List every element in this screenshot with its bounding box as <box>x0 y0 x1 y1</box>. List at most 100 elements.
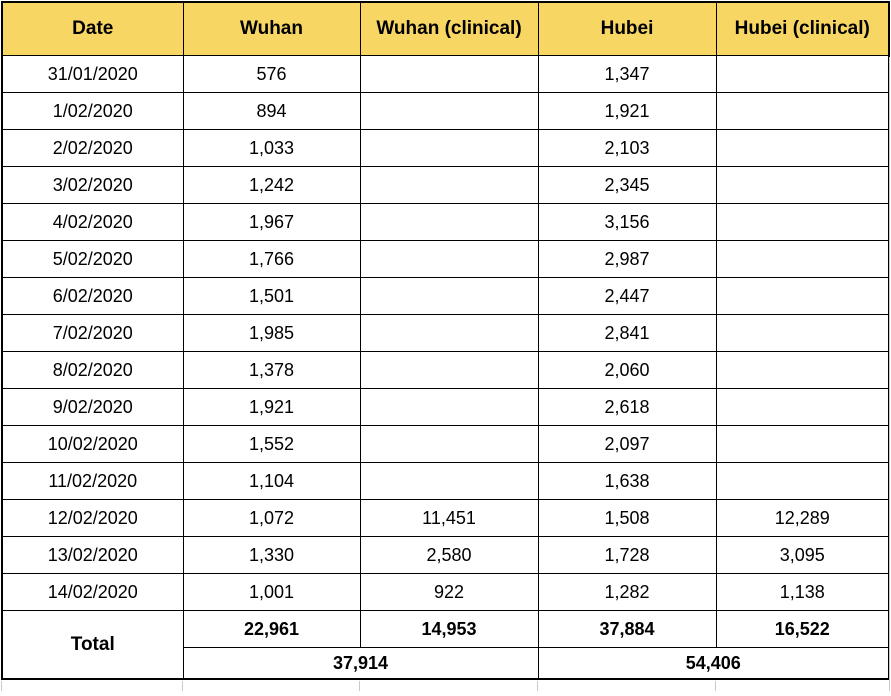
value-cell[interactable]: 1,985 <box>182 314 361 352</box>
date-cell[interactable]: 8/02/2020 <box>1 351 184 389</box>
date-cell[interactable]: 1/02/2020 <box>1 92 184 130</box>
value-cell[interactable]: 576 <box>182 55 361 93</box>
value-cell[interactable] <box>359 388 539 426</box>
value-cell[interactable]: 1,766 <box>182 240 361 278</box>
value-cell[interactable] <box>715 92 890 130</box>
total-wuhan-cell[interactable]: 22,961 <box>182 610 361 648</box>
value-cell[interactable] <box>359 166 539 204</box>
date-cell[interactable]: 14/02/2020 <box>1 573 184 611</box>
value-cell[interactable] <box>715 425 890 463</box>
value-cell[interactable] <box>715 166 890 204</box>
value-cell[interactable]: 1,921 <box>182 388 361 426</box>
value-cell[interactable]: 1,552 <box>182 425 361 463</box>
total-hubei-clinical-cell[interactable]: 16,522 <box>715 610 890 648</box>
header-cell-wuhan-clinical[interactable]: Wuhan (clinical) <box>359 1 539 56</box>
value-cell[interactable]: 3,156 <box>537 203 717 241</box>
value-cell[interactable]: 2,841 <box>537 314 717 352</box>
table-row: 8/02/2020 1,378 2,060 <box>1 351 890 389</box>
total-hubei-combined-cell[interactable]: 54,406 <box>537 647 890 680</box>
value-cell[interactable]: 1,242 <box>182 166 361 204</box>
value-cell[interactable]: 1,508 <box>537 499 717 537</box>
value-cell[interactable]: 1,967 <box>182 203 361 241</box>
value-cell[interactable]: 12,289 <box>715 499 890 537</box>
value-cell[interactable]: 1,033 <box>182 129 361 167</box>
value-cell[interactable]: 2,060 <box>537 351 717 389</box>
value-cell[interactable]: 11,451 <box>359 499 539 537</box>
value-cell[interactable] <box>715 314 890 352</box>
value-cell[interactable] <box>715 129 890 167</box>
value-cell[interactable]: 1,921 <box>537 92 717 130</box>
table-row: 4/02/2020 1,967 3,156 <box>1 203 890 241</box>
total-hubei-cell[interactable]: 37,884 <box>537 610 717 648</box>
value-cell[interactable] <box>359 462 539 500</box>
value-cell[interactable]: 1,104 <box>182 462 361 500</box>
value-cell[interactable] <box>715 55 890 93</box>
value-cell[interactable]: 1,330 <box>182 536 361 574</box>
date-cell[interactable]: 4/02/2020 <box>1 203 184 241</box>
date-cell[interactable]: 5/02/2020 <box>1 240 184 278</box>
value-cell[interactable]: 922 <box>359 573 539 611</box>
date-cell[interactable]: 11/02/2020 <box>1 462 184 500</box>
header-cell-hubei[interactable]: Hubei <box>537 1 717 56</box>
value-cell[interactable]: 2,103 <box>537 129 717 167</box>
value-cell[interactable] <box>715 277 890 315</box>
date-cell[interactable]: 7/02/2020 <box>1 314 184 352</box>
table-body: 31/01/2020 576 1,347 1/02/2020 894 1,921 2/02/… <box>1 55 890 611</box>
value-cell[interactable]: 1,728 <box>537 536 717 574</box>
value-cell[interactable] <box>359 277 539 315</box>
spreadsheet-gridline-strip <box>1 680 891 691</box>
value-cell[interactable] <box>359 129 539 167</box>
value-cell[interactable]: 2,097 <box>537 425 717 463</box>
value-cell[interactable] <box>715 351 890 389</box>
date-cell[interactable]: 9/02/2020 <box>1 388 184 426</box>
date-cell[interactable]: 13/02/2020 <box>1 536 184 574</box>
date-cell[interactable]: 31/01/2020 <box>1 55 184 93</box>
value-cell[interactable]: 1,347 <box>537 55 717 93</box>
table-row: 3/02/2020 1,242 2,345 <box>1 166 890 204</box>
value-cell[interactable]: 2,987 <box>537 240 717 278</box>
value-cell[interactable] <box>359 55 539 93</box>
value-cell[interactable]: 2,345 <box>537 166 717 204</box>
value-cell[interactable] <box>715 388 890 426</box>
total-wuhan-clinical-cell[interactable]: 14,953 <box>359 610 539 648</box>
value-cell[interactable] <box>359 240 539 278</box>
value-cell[interactable] <box>359 351 539 389</box>
header-cell-wuhan[interactable]: Wuhan <box>182 1 361 56</box>
value-cell[interactable] <box>715 240 890 278</box>
value-cell[interactable] <box>359 425 539 463</box>
header-cell-date[interactable]: Date <box>1 1 184 56</box>
value-cell[interactable]: 894 <box>182 92 361 130</box>
value-cell[interactable]: 1,378 <box>182 351 361 389</box>
value-cell[interactable]: 2,447 <box>537 277 717 315</box>
table-row: 11/02/2020 1,104 1,638 <box>1 462 890 500</box>
value-cell[interactable] <box>715 203 890 241</box>
table-row: 7/02/2020 1,985 2,841 <box>1 314 890 352</box>
value-cell[interactable]: 2,580 <box>359 536 539 574</box>
value-cell[interactable]: 1,638 <box>537 462 717 500</box>
total-label-cell[interactable]: Total <box>1 610 184 680</box>
gridline-tick <box>1 681 2 691</box>
total-wuhan-combined-cell[interactable]: 37,914 <box>182 647 539 680</box>
value-cell[interactable] <box>359 92 539 130</box>
value-cell[interactable]: 1,072 <box>182 499 361 537</box>
table-row: 6/02/2020 1,501 2,447 <box>1 277 890 315</box>
value-cell[interactable]: 1,001 <box>182 573 361 611</box>
table-row: 9/02/2020 1,921 2,618 <box>1 388 890 426</box>
table-row: 12/02/2020 1,072 11,451 1,508 12,289 <box>1 499 890 537</box>
value-cell[interactable]: 1,501 <box>182 277 361 315</box>
spreadsheet-gridline-right <box>889 57 890 691</box>
value-cell[interactable]: 1,282 <box>537 573 717 611</box>
value-cell[interactable] <box>359 203 539 241</box>
date-cell[interactable]: 2/02/2020 <box>1 129 184 167</box>
value-cell[interactable]: 1,138 <box>715 573 890 611</box>
date-cell[interactable]: 10/02/2020 <box>1 425 184 463</box>
date-cell[interactable]: 6/02/2020 <box>1 277 184 315</box>
value-cell[interactable]: 2,618 <box>537 388 717 426</box>
value-cell[interactable] <box>715 462 890 500</box>
date-cell[interactable]: 12/02/2020 <box>1 499 184 537</box>
value-cell[interactable]: 3,095 <box>715 536 890 574</box>
date-cell[interactable]: 3/02/2020 <box>1 166 184 204</box>
value-cell[interactable] <box>359 314 539 352</box>
header-cell-hubei-clinical[interactable]: Hubei (clinical) <box>715 1 890 56</box>
